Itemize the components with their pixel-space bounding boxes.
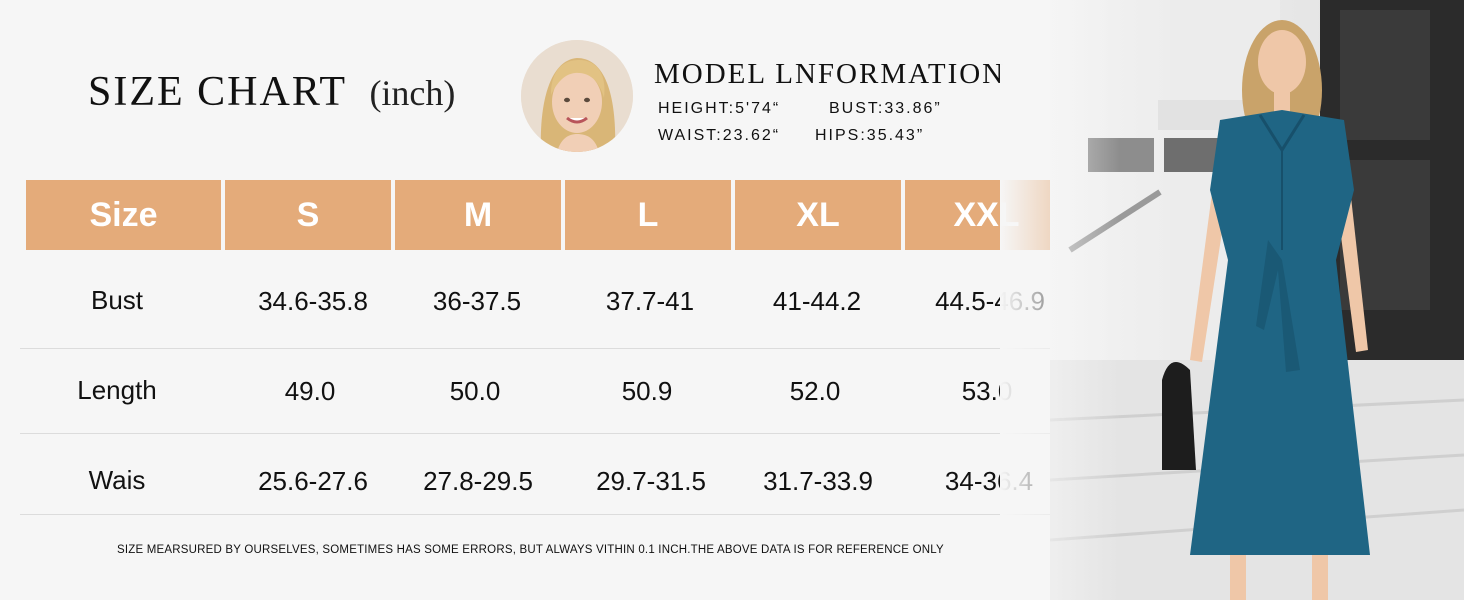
size-chart-title: SIZE CHART (inch): [88, 68, 455, 116]
table-cell: 36-37.5: [432, 286, 522, 316]
header-cell-size: Size: [26, 180, 221, 250]
row-label: Length: [77, 375, 157, 405]
model-bust: BUST:33.86”: [829, 100, 942, 117]
table-cell: 34.6-35.8: [258, 286, 368, 316]
table-cell: 49.0: [284, 376, 336, 406]
table-cell: 25.6-27.6: [258, 466, 368, 496]
table-cell: 41-44.2: [772, 286, 862, 316]
disclaimer-footnote: SIZE MEARSURED BY OURSELVES, SOMETIMES H…: [117, 544, 944, 556]
table-cell: 29.7-31.5: [596, 466, 706, 496]
header-cell-l: L: [565, 180, 731, 250]
model-hips: HIPS:35.43”: [815, 127, 925, 144]
table-cell: 50.9: [621, 376, 673, 406]
table-cell: 52.0: [789, 376, 841, 406]
table-cell: 27.8-29.5: [423, 466, 533, 496]
model-height: HEIGHT:5'74“: [658, 100, 781, 117]
header-cell-m: M: [395, 180, 561, 250]
row-label: Bust: [90, 285, 144, 315]
row-divider: [20, 514, 1062, 515]
header-cell-s: S: [225, 180, 391, 250]
model-waist: WAIST:23.62“: [658, 127, 781, 144]
row-divider: [20, 433, 1062, 434]
model-avatar: [521, 40, 633, 152]
table-cell: 50.0: [449, 376, 501, 406]
table-cell: 37.7-41: [605, 286, 695, 316]
unit-text: (inch): [369, 73, 456, 113]
title-text: SIZE CHART: [88, 69, 347, 115]
model-portrait-image: [521, 40, 633, 152]
row-divider: [20, 348, 1062, 349]
row-label: Wais: [88, 465, 146, 495]
table-cell: 31.7-33.9: [763, 466, 873, 496]
model-info-heading: MODEL LNFORMATION: [654, 58, 1006, 90]
photo-fade-overlay: [1000, 0, 1120, 600]
header-cell-xl: XL: [735, 180, 901, 250]
